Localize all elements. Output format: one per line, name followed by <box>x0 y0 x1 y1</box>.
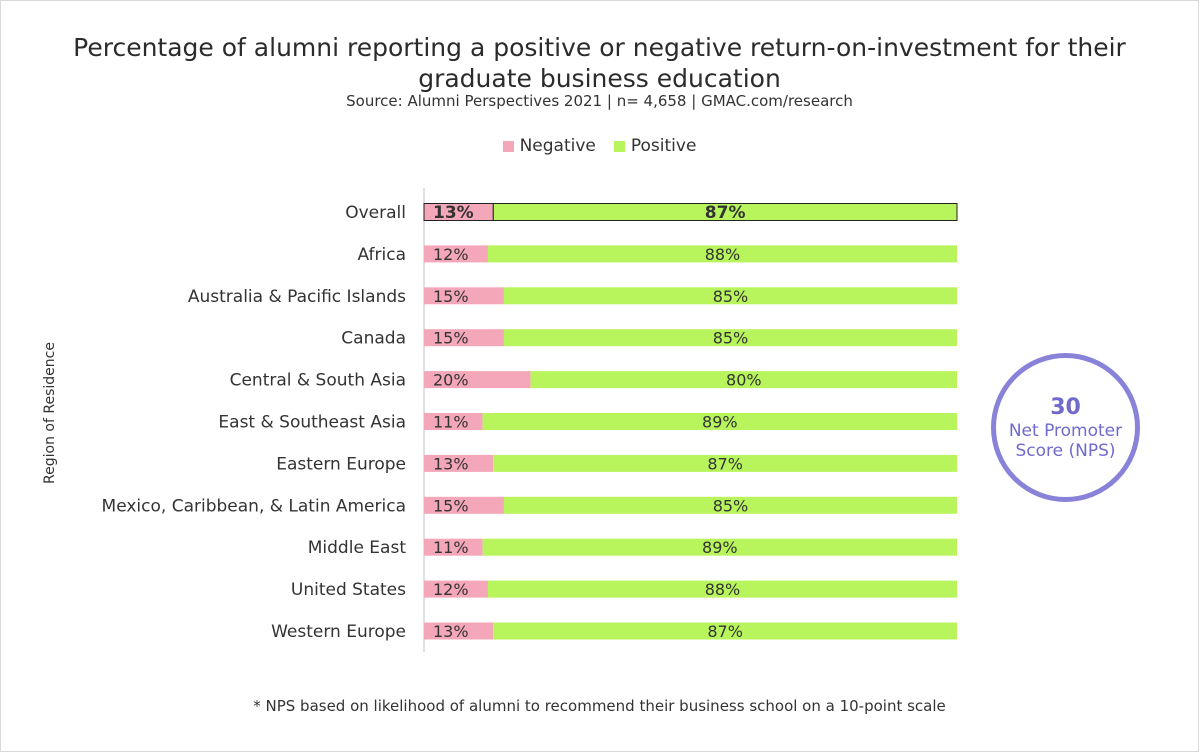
bar-negative <box>424 580 488 598</box>
data-label-negative: 13% <box>433 622 469 641</box>
nps-value: 30 <box>1050 394 1081 420</box>
category-label: United States <box>291 580 406 600</box>
nps-badge: 30 Net Promoter Score (NPS) <box>991 353 1140 502</box>
data-label-negative: 11% <box>433 413 469 432</box>
data-label-negative: 15% <box>433 496 469 515</box>
chart-title-line2: graduate business education <box>418 64 781 93</box>
bar-negative <box>424 413 483 430</box>
data-label-negative: 20% <box>433 371 469 390</box>
category-label: Canada <box>341 329 406 349</box>
bar-positive <box>493 454 957 472</box>
legend-label-positive: Positive <box>630 136 697 156</box>
bar-positive <box>492 203 958 221</box>
legend-swatch-negative <box>502 140 514 152</box>
category-label: Australia & Pacific Islands <box>188 287 406 307</box>
bar-positive <box>482 538 957 556</box>
data-label-positive: 85% <box>713 329 749 348</box>
category-label: Western Europe <box>271 622 406 642</box>
category-label: Africa <box>358 245 407 265</box>
data-label-positive: 85% <box>713 496 749 515</box>
bar-negative <box>424 496 504 514</box>
bar-positive <box>503 329 957 347</box>
data-label-negative: 13% <box>433 203 474 223</box>
category-label: Central & South Asia <box>230 371 406 391</box>
legend-label-negative: Negative <box>519 136 596 156</box>
chart-title-line1: Percentage of alumni reporting a positiv… <box>73 33 1126 62</box>
data-label-negative: 15% <box>433 287 469 306</box>
bar-positive <box>482 413 957 430</box>
bar-positive <box>487 245 957 263</box>
bar-positive <box>530 371 957 389</box>
data-label-negative: 13% <box>433 454 469 473</box>
category-label: East & Southeast Asia <box>218 413 406 433</box>
legend-item-positive: Positive <box>613 136 697 156</box>
bar-negative <box>424 371 531 389</box>
data-label-negative: 15% <box>433 329 469 348</box>
bar-negative <box>424 622 494 640</box>
bar-positive <box>487 580 957 598</box>
data-label-positive: 89% <box>702 538 738 557</box>
data-label-positive: 87% <box>707 622 743 641</box>
bar-positive <box>503 287 957 305</box>
chart-legend: Negative Positive <box>0 136 1199 156</box>
data-label-positive: 87% <box>707 454 743 473</box>
legend-swatch-positive <box>613 140 625 152</box>
bar-negative <box>424 454 494 472</box>
category-label: Overall <box>345 203 406 223</box>
data-label-positive: 85% <box>713 287 749 306</box>
nps-label-line1: Net Promoter <box>1008 420 1123 441</box>
data-label-positive: 80% <box>726 371 762 390</box>
data-label-negative: 12% <box>433 245 469 264</box>
category-label: Mexico, Caribbean, & Latin America <box>102 496 406 516</box>
bar-negative <box>424 538 483 556</box>
bar-negative <box>424 245 488 263</box>
bar-negative <box>424 329 504 347</box>
footnote: * NPS based on likelihood of alumni to r… <box>253 697 946 715</box>
category-label: Eastern Europe <box>276 454 406 474</box>
data-label-negative: 11% <box>433 538 469 557</box>
data-label-positive: 88% <box>705 580 741 599</box>
category-label: Middle East <box>308 538 407 558</box>
chart-subtitle: Source: Alumni Perspectives 2021 | n= 4,… <box>346 92 853 110</box>
bar-negative <box>424 287 504 305</box>
data-label-positive: 89% <box>702 413 738 432</box>
nps-label-line2: Score (NPS) <box>1015 440 1116 461</box>
legend-item-negative: Negative <box>502 136 596 156</box>
bar-positive <box>503 496 957 514</box>
bar-positive <box>493 622 957 640</box>
data-label-positive: 87% <box>705 203 746 223</box>
data-label-positive: 88% <box>705 245 741 264</box>
data-label-negative: 12% <box>433 580 469 599</box>
